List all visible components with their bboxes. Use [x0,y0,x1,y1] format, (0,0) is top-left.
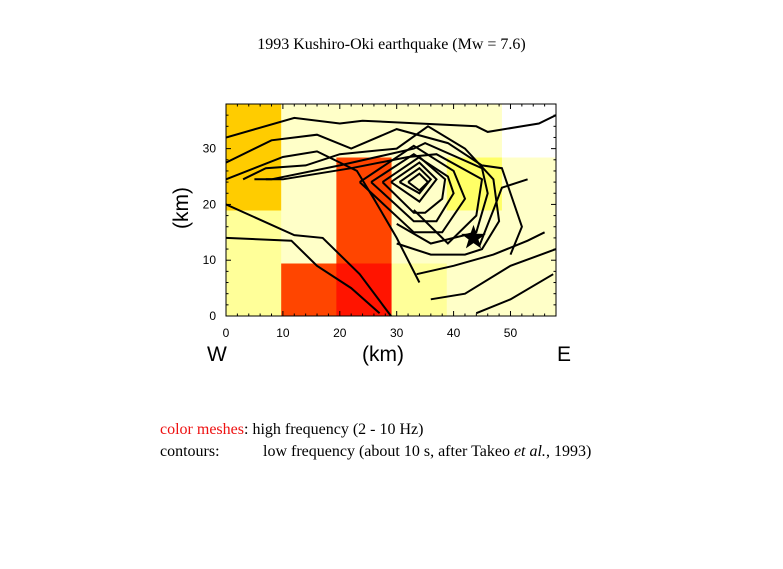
contour-line-4 [226,114,556,139]
legend-mesh: color meshes: high frequency (2 - 10 Hz) [160,421,423,439]
mesh-cell-26 [336,104,393,105]
mesh-cell-32 [336,0,392,52]
legend-contour: contours: low frequency (about 10 s, afte… [160,443,591,461]
legend-mesh-colon: : [243,421,249,438]
legend-contour-text: low frequency (about 10 s, after Takeo e… [263,443,591,460]
mesh-cell-34 [447,0,503,52]
legend-contour-text-italic: et al. [513,443,546,460]
contour-line-9 [370,153,455,223]
mesh-cell-29 [501,104,556,105]
contour-line-15 [430,248,556,301]
axis-tick-labels: 0 10 20 30 40 50 0 10 20 30 [203,142,518,340]
contour-line-8 [359,144,467,234]
legend-mesh-text: high frequency (2 - 10 Hz) [252,421,424,438]
contour-line-5 [242,125,501,256]
legend-contour-text-post: , 1993) [545,443,592,460]
star-icon [461,224,486,249]
contour-lines [226,114,556,316]
legend-contour-text-pre: low frequency (about 10 s, after Takeo [263,443,514,460]
contour-line-1 [226,203,392,316]
mesh-cell-25 [281,104,337,105]
contour-line-16 [416,231,546,276]
epicenter-star [461,224,486,249]
mesh-cell-28 [446,104,503,105]
mesh-cell-24 [226,104,282,105]
mesh-cell-2 [336,263,393,316]
mesh-cell-23 [501,104,556,158]
contour-line-14 [475,273,554,315]
mesh-cell-0 [226,263,282,316]
y-tick-label: 10 [203,253,217,267]
west-label: W [207,343,227,366]
mesh-cell-19 [281,104,337,158]
mesh-cell-6 [226,210,282,264]
x-tick-label: 0 [223,326,230,340]
contour-line-7 [265,153,484,245]
mesh-cell-27 [391,104,448,105]
mesh-cell-4 [446,263,503,316]
legend-mesh-key: color meshes [160,421,244,438]
contour-line-12 [398,166,433,195]
plot-frame [225,103,557,317]
contour-line-17 [478,178,528,247]
mesh-cell-8 [336,210,393,264]
mesh-cell-31 [281,0,337,52]
contour-line-2 [226,150,421,283]
east-label: E [557,343,572,366]
mesh-cell-11 [501,210,556,264]
mesh-cell-3 [391,263,448,316]
contour-line-13 [407,172,430,192]
mesh-cell-17 [501,157,556,211]
chart-title: 1993 Kushiro-Oki earthquake (Mw = 7.6) [257,36,526,53]
x-tick-label: 30 [390,326,404,340]
axis-ticks [225,104,556,317]
x-tick-label: 10 [276,326,290,340]
x-tick-label: 50 [504,326,518,340]
contour-line-10 [381,155,447,214]
mesh-cell-20 [336,104,393,158]
x-tick-label: 40 [447,326,461,340]
x-axis-label: (km) [362,343,404,366]
y-tick-label: 20 [203,197,217,211]
contour-line-11 [390,161,438,203]
mesh-cell-1 [281,263,337,316]
mesh-cell-5 [501,263,556,316]
legend-contour-key: contours: [160,443,220,460]
mesh-cell-35 [502,0,558,52]
y-axis-label: (km) [170,187,193,229]
mesh-cell-12 [226,157,282,211]
y-tick-label: 0 [209,309,216,323]
color-mesh [226,0,558,316]
y-tick-label: 30 [203,142,217,156]
x-tick-label: 20 [333,326,347,340]
mesh-cell-30 [226,0,282,52]
mesh-cell-33 [392,0,448,52]
contour-line-3 [226,128,523,255]
contour-line-0 [226,236,381,314]
